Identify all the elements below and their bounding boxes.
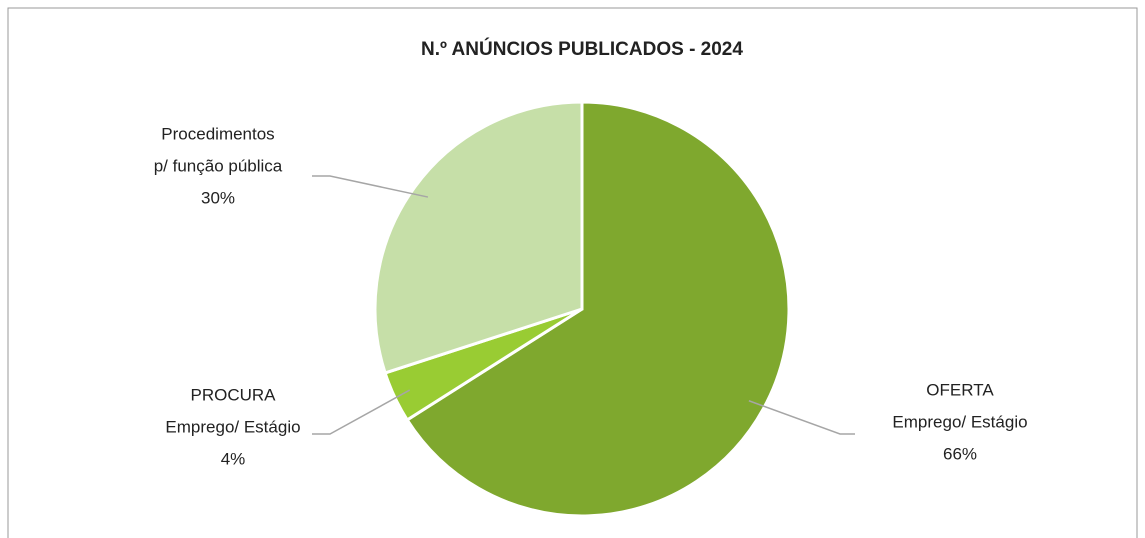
value-label: 4% bbox=[221, 449, 246, 468]
leader-line bbox=[312, 389, 411, 435]
slice-label: Procedimentos bbox=[161, 124, 274, 143]
pie-slice bbox=[405, 100, 791, 518]
value-label: 30% bbox=[201, 188, 235, 207]
pie-slice bbox=[373, 100, 584, 375]
slice-label: PROCURA bbox=[190, 385, 276, 404]
slice-label: Emprego/ Estágio bbox=[165, 417, 300, 436]
slice-label: Emprego/ Estágio bbox=[892, 412, 1027, 431]
value-label: 66% bbox=[943, 444, 977, 463]
leader-line bbox=[748, 400, 855, 435]
chart-title: N.º ANÚNCIOS PUBLICADOS - 2024 bbox=[421, 38, 743, 60]
slice-label: p/ função pública bbox=[154, 156, 283, 175]
leader-line bbox=[312, 175, 429, 198]
slice-label: OFERTA bbox=[926, 380, 994, 399]
